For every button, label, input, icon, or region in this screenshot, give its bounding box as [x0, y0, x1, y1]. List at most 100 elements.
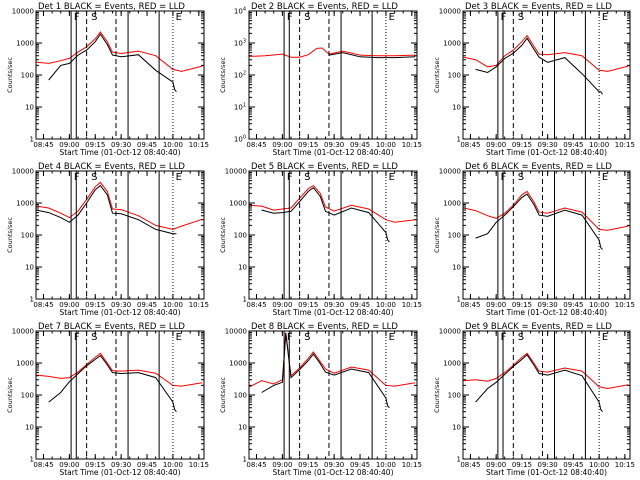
time-markers: SF E — [497, 11, 608, 139]
x-tick-label: 10:15 — [615, 141, 635, 149]
y-tick-label: 100 — [448, 392, 461, 400]
series-line-events — [261, 187, 390, 243]
marker-letter: F — [287, 12, 293, 23]
marker-letter: S — [518, 332, 524, 343]
series-group — [36, 31, 203, 93]
panel-title: Det 6 BLACK = Events, RED = LLD — [465, 162, 612, 172]
x-tick-label: 09:30 — [324, 141, 344, 149]
marker-letter: E — [389, 12, 395, 23]
x-tick-label: 09:30 — [324, 301, 344, 309]
marker-letter: E — [176, 172, 182, 183]
panel-title: Det 5 BLACK = Events, RED = LLD — [251, 162, 398, 172]
x-tick-label: 10:00 — [589, 301, 609, 309]
y-tick-label: 1000 — [229, 200, 247, 208]
plot-frame — [248, 330, 418, 460]
y-tick-label: 10 — [25, 424, 34, 432]
series-group — [463, 352, 629, 413]
x-axis-label: Start Time (01-Oct-12 08:40:40) — [59, 468, 180, 477]
time-markers: SF E — [497, 331, 608, 459]
y-axis-label: Counts/sec — [433, 217, 441, 253]
series-group — [463, 190, 629, 250]
x-tick-label: 09:00 — [272, 301, 292, 309]
plot-frame — [35, 330, 205, 460]
y-tick-label: 104 — [234, 7, 246, 16]
plot-frame — [462, 170, 631, 300]
y-tick-label: 101 — [234, 103, 246, 112]
marker-letter: S — [518, 172, 524, 183]
x-tick-label: 08:45 — [246, 461, 266, 469]
x-tick-label: 08:45 — [33, 141, 53, 149]
y-tick-label: 1 — [243, 456, 247, 464]
x-tick-label: 10:15 — [402, 141, 422, 149]
y-axis-label: Counts/sec — [433, 377, 441, 413]
series-line-events — [475, 37, 603, 95]
y-tick-label: 10 — [452, 424, 461, 432]
x-tick-label: 09:00 — [59, 301, 79, 309]
series-line-events — [48, 354, 177, 413]
plot-frame — [462, 330, 631, 460]
x-tick-label: 10:15 — [402, 301, 422, 309]
marker-letter: E — [602, 12, 608, 23]
y-tick-label: 100 — [234, 392, 247, 400]
y-axis-label: Counts/sec — [219, 57, 227, 93]
panel-title: Det 9 BLACK = Events, RED = LLD — [465, 322, 612, 332]
series-line-events — [475, 193, 603, 250]
series-line-lld — [463, 352, 629, 390]
panel-title: Det 4 BLACK = Events, RED = LLD — [38, 162, 185, 172]
panel-title: Det 2 BLACK = Events, RED = LLD — [251, 2, 398, 12]
x-tick-label: 09:30 — [538, 301, 558, 309]
x-tick-label: 09:45 — [563, 141, 583, 149]
y-tick-label: 100 — [448, 232, 461, 240]
y-tick-label: 10000 — [225, 328, 247, 336]
x-tick-label: 09:45 — [563, 461, 583, 469]
x-tick-label: 09:30 — [538, 461, 558, 469]
series-line-events — [328, 52, 416, 59]
marker-letter: F — [287, 332, 293, 343]
x-tick-label: 08:45 — [33, 301, 53, 309]
x-tick-label: 09:45 — [137, 301, 157, 309]
series-line-events — [261, 333, 390, 409]
y-tick-label: 10000 — [12, 168, 34, 176]
series-line-lld — [36, 181, 203, 230]
y-tick-label: 1 — [457, 456, 461, 464]
x-axis-label: Start Time (01-Oct-12 08:40:40) — [272, 308, 393, 317]
time-markers: SF E — [70, 11, 182, 139]
series-line-lld — [249, 332, 416, 388]
x-tick-label: 08:45 — [460, 461, 480, 469]
series-group — [249, 184, 416, 243]
marker-letter: E — [176, 332, 182, 343]
y-tick-label: 1000 — [443, 360, 461, 368]
x-tick-label: 08:45 — [460, 141, 480, 149]
x-tick-label: 08:45 — [246, 301, 266, 309]
x-tick-label: 09:15 — [85, 461, 105, 469]
series-line-lld — [249, 47, 416, 58]
x-tick-label: 09:15 — [298, 461, 318, 469]
series-line-lld — [36, 352, 203, 387]
x-tick-label: 09:45 — [137, 141, 157, 149]
y-axis-label: Counts/sec — [433, 57, 441, 93]
y-tick-label: 10 — [25, 104, 34, 112]
marker-letter: F — [501, 12, 507, 23]
y-tick-label: 10000 — [12, 328, 34, 336]
y-tick-label: 100 — [448, 72, 461, 80]
marker-letter: E — [176, 12, 182, 23]
y-axis-label: Counts/sec — [219, 217, 227, 253]
panel-title: Det 1 BLACK = Events, RED = LLD — [38, 2, 185, 12]
x-tick-label: 09:15 — [298, 141, 318, 149]
series-line-lld — [249, 184, 416, 223]
x-tick-label: 09:00 — [486, 461, 506, 469]
x-tick-label: 09:00 — [272, 141, 292, 149]
x-tick-label: 09:45 — [350, 301, 370, 309]
x-tick-label: 09:15 — [85, 301, 105, 309]
x-tick-label: 09:30 — [111, 301, 131, 309]
x-tick-label: 09:45 — [350, 461, 370, 469]
panel-title: Det 3 BLACK = Events, RED = LLD — [465, 2, 612, 12]
y-tick-label: 100 — [21, 232, 34, 240]
y-tick-label: 10 — [25, 264, 34, 272]
marker-letter: S — [304, 12, 310, 23]
